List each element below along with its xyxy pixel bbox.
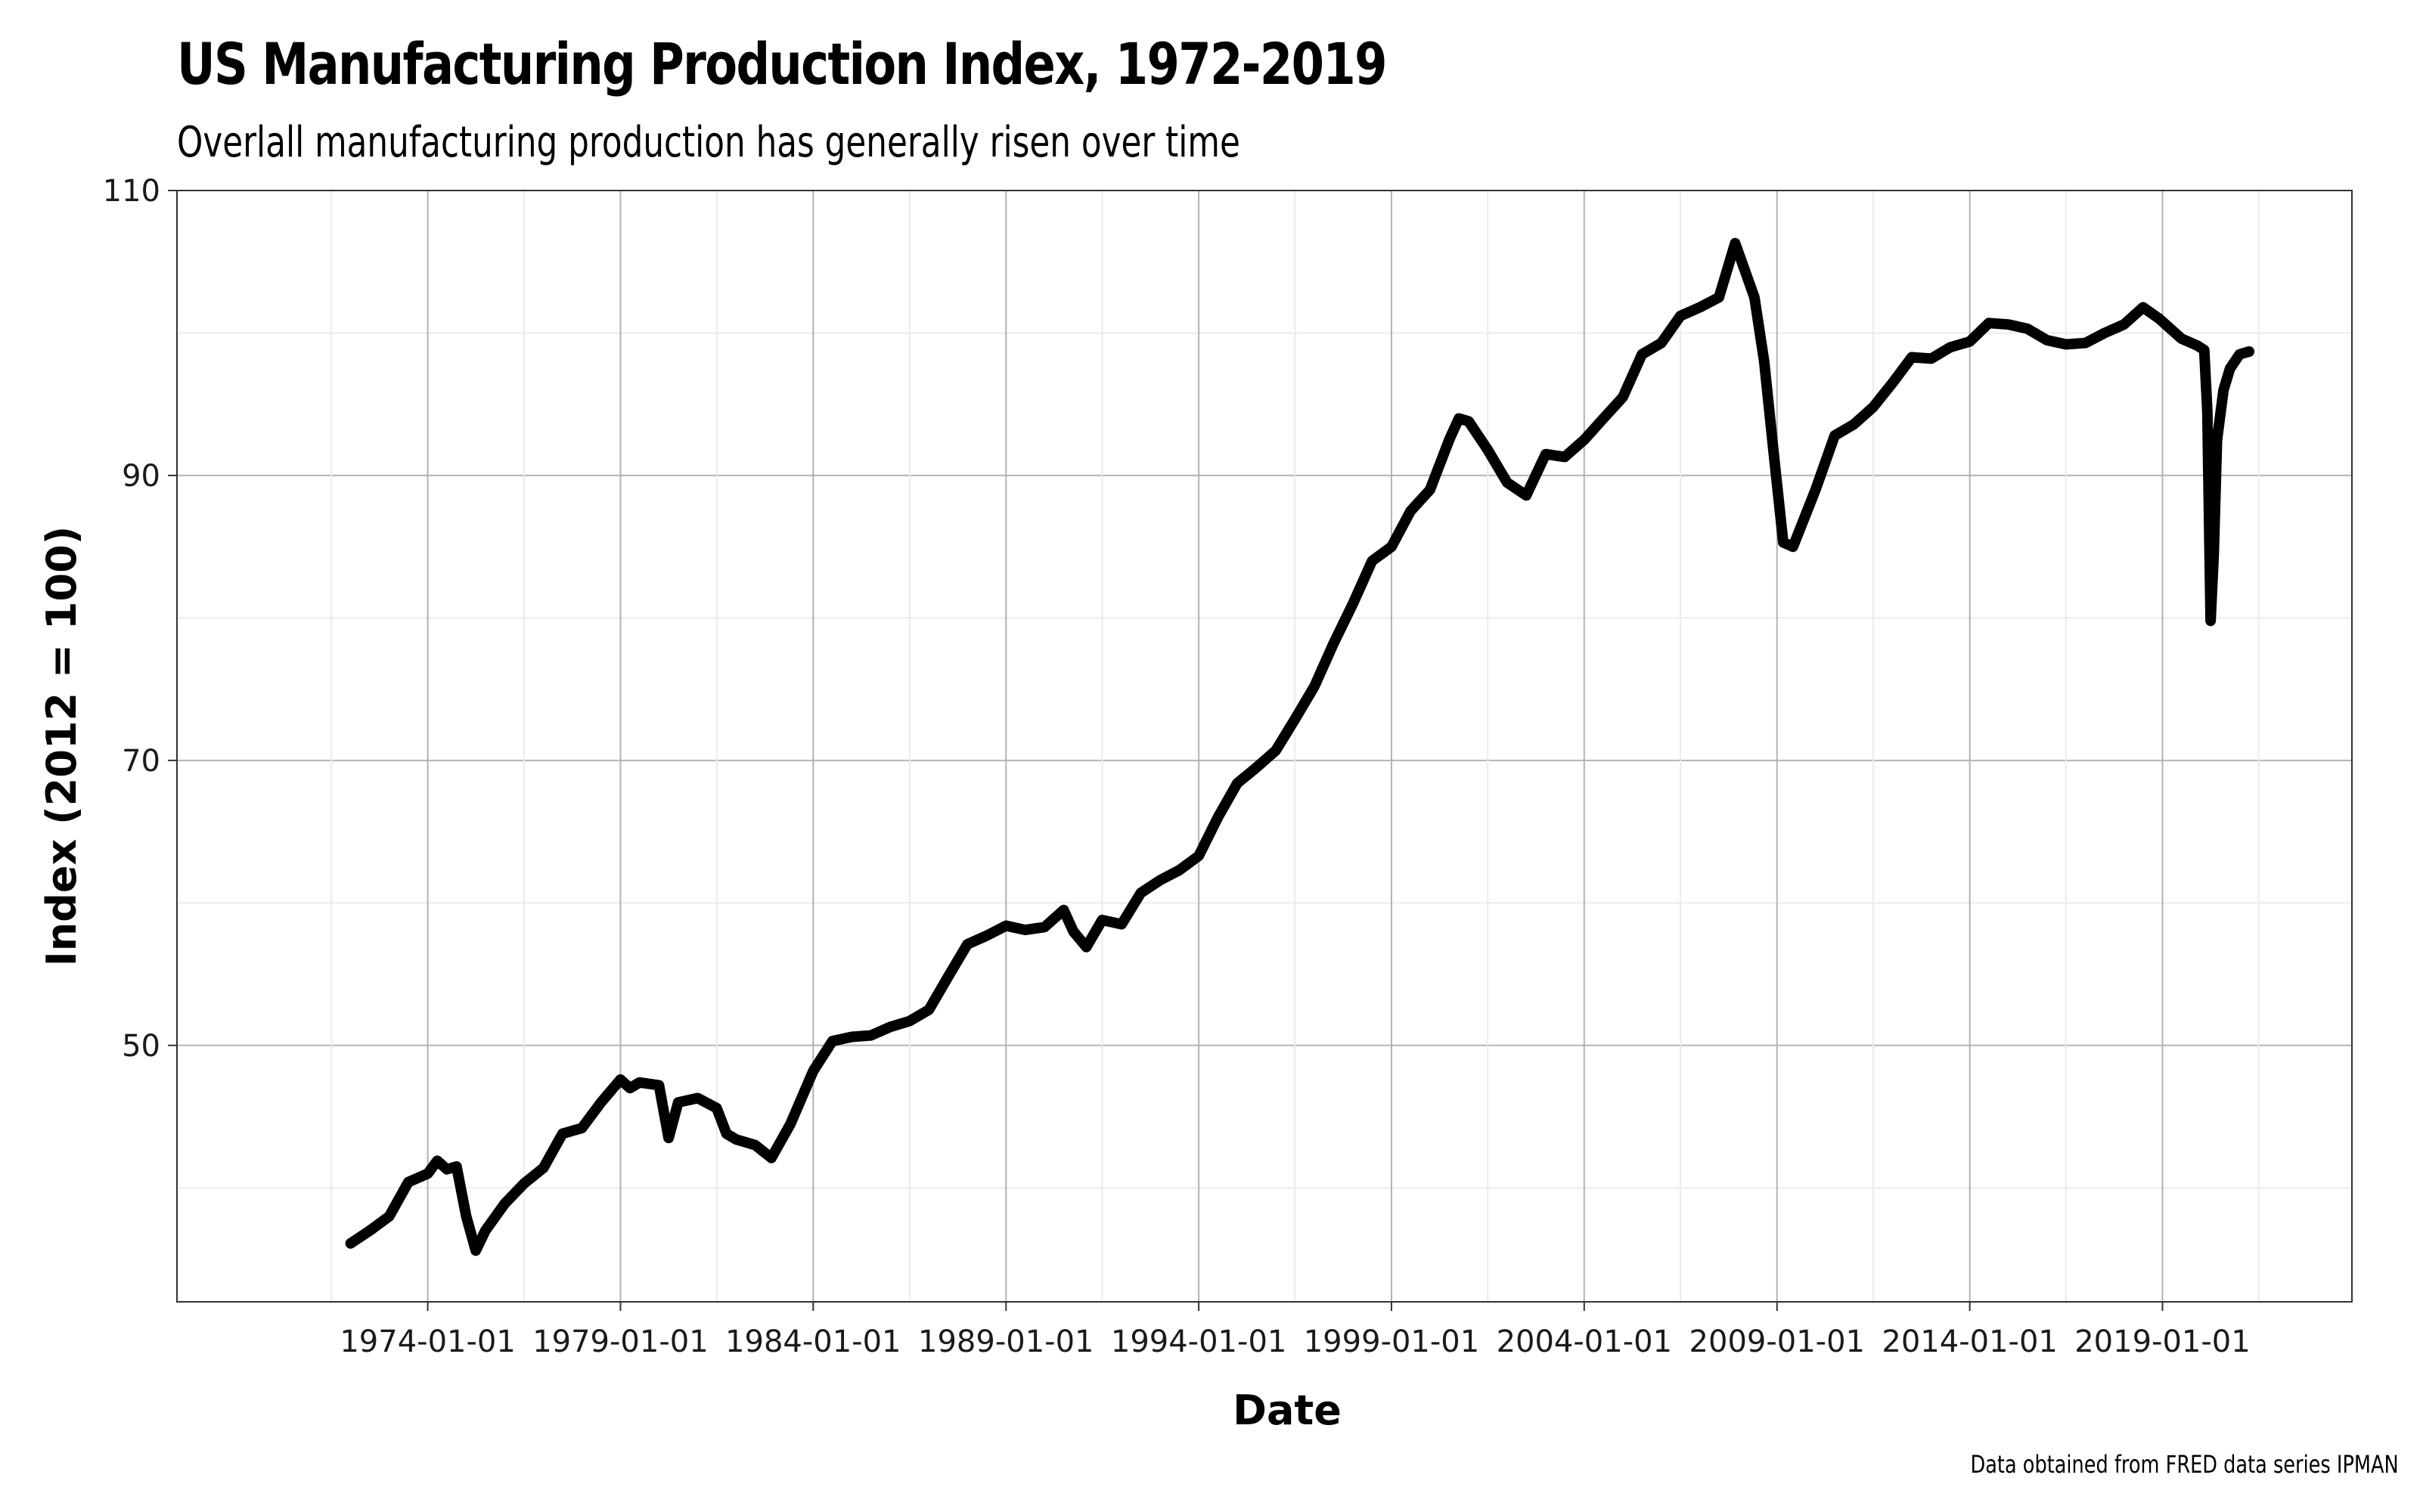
data-source-caption: Data obtained from FRED data series IPMA… [1970,1450,2399,1479]
y-tick-label: 50 [122,1029,160,1064]
x-axis-tick-labels: 1974-01-01 1979-01-01 1984-01-01 1989-01-01… [340,1325,2250,1359]
x-tick-label: 2019-01-01 [2074,1325,2250,1359]
chart-subtitle: Overlall manufacturing production has ge… [177,118,1240,167]
series-line [345,237,2255,1256]
grid-lines [177,190,2352,1302]
x-tick-label: 2004-01-01 [1497,1325,1672,1359]
x-tick-label: 1989-01-01 [918,1325,1094,1359]
y-axis-tick-labels: 50 70 90 110 [103,174,160,1064]
y-tick-label: 70 [122,744,160,779]
axis-ticks [168,190,2164,1311]
x-tick-label: 2009-01-01 [1689,1325,1865,1359]
chart-title: US Manufacturing Production Index, 1972-… [177,30,1387,98]
x-tick-label: 1994-01-01 [1111,1325,1286,1359]
x-tick-label: 1984-01-01 [725,1325,901,1359]
x-axis-title: Date [1233,1387,1342,1434]
y-axis-title: Index (2012 = 100) [38,526,85,967]
x-tick-label: 2014-01-01 [1882,1325,2057,1359]
plot-panel-border [176,190,2353,1303]
x-tick-label: 1974-01-01 [340,1325,515,1359]
y-tick-label: 110 [103,174,160,209]
x-tick-label: 1999-01-01 [1304,1325,1479,1359]
y-tick-label: 90 [122,459,160,494]
x-tick-label: 1979-01-01 [532,1325,708,1359]
